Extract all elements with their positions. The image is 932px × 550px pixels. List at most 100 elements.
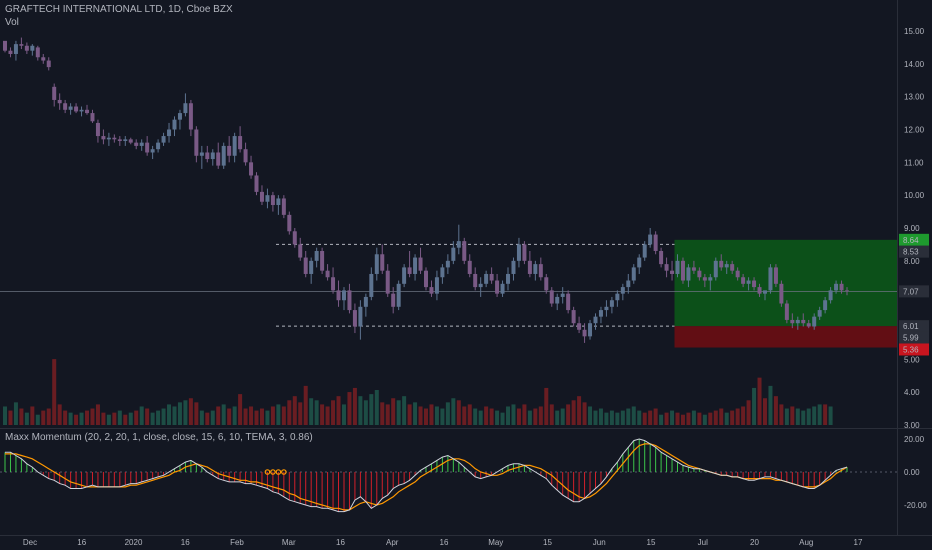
candle-body (106, 137, 111, 140)
candle-body (68, 106, 73, 110)
time-tick-label: Feb (230, 538, 244, 547)
candle-body (500, 283, 505, 294)
price-label-box (899, 343, 929, 356)
candle-body (467, 260, 472, 274)
candle-body (63, 103, 68, 110)
candle-body (210, 152, 215, 160)
candle-body (664, 264, 669, 271)
volume-bar (516, 408, 521, 425)
time-tick-label: Aug (799, 538, 813, 547)
volume-bar (631, 406, 636, 425)
volume-bar (620, 410, 625, 425)
candle-body (3, 40, 7, 51)
candle-body (478, 283, 483, 288)
volume-bar (626, 408, 631, 425)
candle-body (309, 260, 314, 274)
volume-bar (298, 402, 303, 425)
candle-body (506, 273, 511, 284)
candle-body (276, 198, 281, 206)
volume-bar (598, 408, 603, 425)
volume-bar (314, 400, 319, 425)
volume-bar (309, 398, 314, 425)
price-label-text: 8.64 (903, 236, 919, 245)
candle-body (806, 323, 811, 327)
volume-bar (123, 414, 128, 425)
volume-bar (216, 406, 221, 425)
candle-body (134, 142, 139, 146)
candle-body (391, 293, 396, 307)
volume-bar (336, 396, 341, 425)
volume-bar (380, 402, 385, 425)
candle-body (254, 175, 259, 192)
volume-bar (730, 410, 735, 425)
price-tick-label: 14.00 (904, 60, 925, 69)
candle-body (768, 267, 773, 291)
candle-body (752, 280, 757, 288)
candle-body (544, 277, 549, 291)
candle-body (243, 149, 248, 163)
candle-body (123, 139, 128, 141)
volume-bar (615, 412, 620, 425)
candle-body (812, 316, 817, 327)
volume-bar (41, 410, 46, 425)
volume-bar (588, 406, 593, 425)
volume-bar (210, 410, 215, 425)
candle-body (161, 136, 166, 143)
candle-body (473, 273, 478, 288)
volume-bar (259, 408, 264, 425)
candle-body (680, 260, 685, 281)
candle-body (57, 99, 62, 104)
volume-bar (265, 410, 270, 425)
volume-bar (828, 406, 833, 425)
volume-bar (396, 400, 401, 425)
candle-body (101, 136, 106, 140)
volume-bar (424, 408, 428, 425)
candle-body (451, 247, 456, 261)
price-label-box (899, 320, 929, 333)
time-tick-label: 16 (440, 538, 449, 547)
candle-body (145, 142, 150, 153)
volume-bar (106, 414, 111, 425)
volume-bar (402, 396, 407, 425)
volume-bar (112, 412, 117, 425)
volume-bar (440, 408, 445, 425)
candle-body (670, 270, 675, 274)
candle-body (746, 280, 751, 284)
time-tick-label: 16 (181, 538, 190, 547)
volume-bar (719, 408, 724, 425)
volume-bar (429, 404, 434, 425)
candle-body (172, 119, 177, 130)
candle-body (232, 136, 237, 156)
volume-bar (24, 412, 29, 425)
volume-bar (549, 404, 554, 425)
candle-body (249, 162, 254, 176)
volume-bar (3, 406, 7, 425)
volume-bar (270, 406, 275, 425)
candle-body (653, 234, 658, 251)
volume-bar (478, 410, 483, 425)
candle-body (374, 254, 379, 274)
volume-bar (150, 412, 155, 425)
momentum-tick-label: -20.00 (904, 501, 927, 510)
time-tick-label: 17 (854, 538, 863, 547)
candle-body (735, 270, 740, 278)
candle-body (265, 195, 270, 202)
volume-bar (664, 412, 669, 425)
candle-body (385, 270, 390, 294)
volume-bar (90, 408, 95, 425)
time-tick-label: 15 (543, 538, 552, 547)
volume-bar (221, 404, 226, 425)
candle-body (686, 267, 691, 281)
price-label-text: 7.07 (903, 287, 919, 296)
volume-bar (243, 408, 248, 425)
candle-body (424, 270, 428, 288)
candle-body (407, 267, 412, 274)
candle-body (702, 277, 707, 281)
candle-body (227, 145, 232, 156)
price-label-text: 5.36 (903, 345, 919, 354)
volume-bar (101, 412, 106, 425)
volume-bar (352, 387, 357, 425)
volume-bar (648, 410, 653, 425)
candle-body (112, 137, 117, 140)
